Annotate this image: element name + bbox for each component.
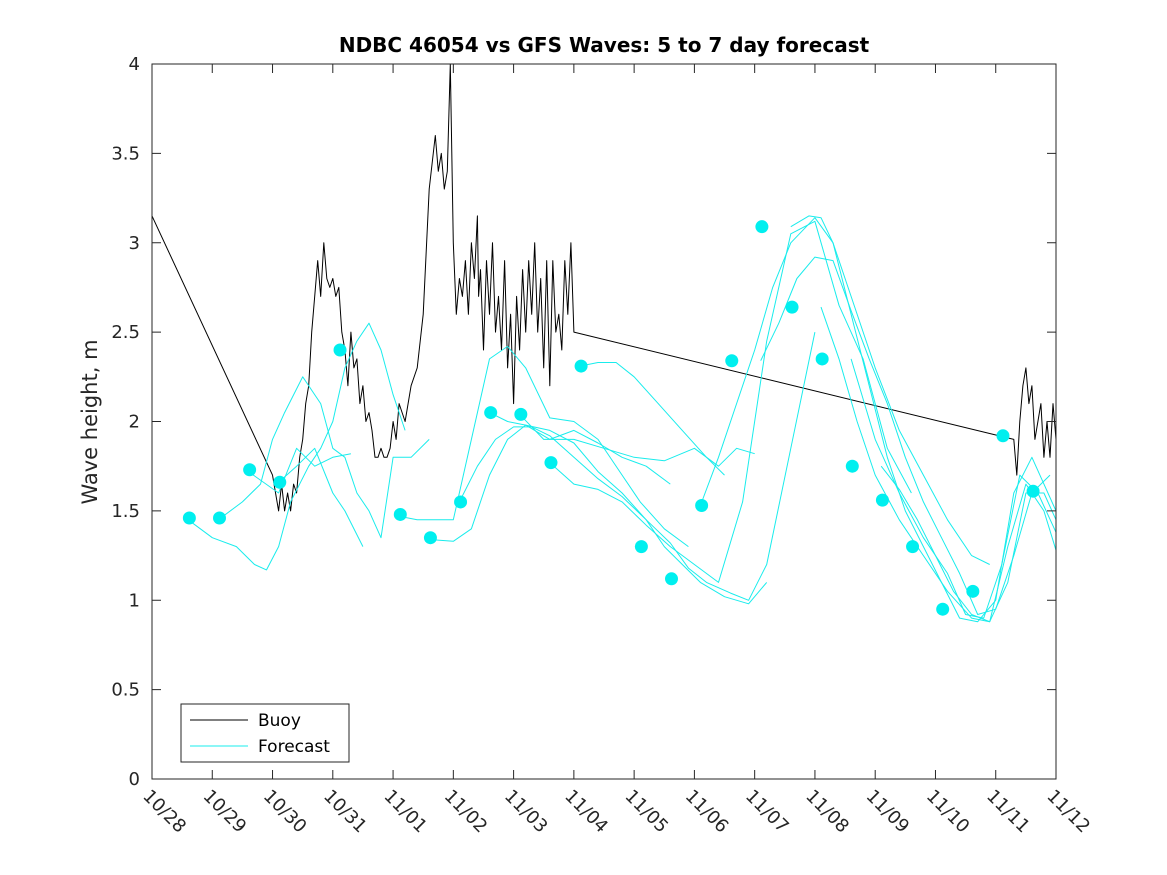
forecast-series-line-11 <box>579 362 725 476</box>
forecast-marker <box>755 220 769 234</box>
plot-area <box>152 64 1056 779</box>
y-tick-label: 4 <box>129 54 140 75</box>
legend-label-forecast: Forecast <box>258 737 330 757</box>
forecast-marker <box>212 511 226 525</box>
y-tick-label: 0.5 <box>111 680 140 701</box>
forecast-marker <box>725 354 739 368</box>
forecast-marker <box>634 540 648 554</box>
forecast-marker <box>785 300 799 314</box>
y-tick-label: 2 <box>129 412 140 433</box>
forecast-marker <box>875 493 889 507</box>
legend: Buoy Forecast <box>180 703 350 763</box>
forecast-marker <box>454 495 468 509</box>
legend-box <box>180 703 350 763</box>
forecast-marker <box>1026 484 1040 498</box>
forecast-series-line-1 <box>187 322 406 571</box>
forecast-marker <box>996 429 1010 443</box>
forecast-series-line-16 <box>850 358 1057 619</box>
forecast-marker <box>936 602 950 616</box>
y-tick-label: 3 <box>129 233 140 254</box>
forecast-marker <box>333 343 347 357</box>
forecast-marker <box>182 511 196 525</box>
forecast-marker <box>966 584 980 598</box>
forecast-series-line-9 <box>519 413 755 467</box>
forecast-marker <box>906 540 920 554</box>
buoy-series-line <box>151 63 1057 512</box>
forecast-series-line-2 <box>218 376 430 539</box>
legend-label-buoy: Buoy <box>258 711 301 731</box>
y-axis-label: Wave height, m <box>78 339 102 504</box>
forecast-series-line-14 <box>790 215 1057 623</box>
forecast-marker <box>664 572 678 586</box>
series-layer <box>151 63 1057 623</box>
forecast-series-line-7 <box>458 331 816 601</box>
y-tick-label: 1 <box>129 590 140 611</box>
forecast-series-line-6 <box>429 424 768 605</box>
forecast-marker <box>514 407 528 421</box>
y-tick-label: 0 <box>129 769 140 790</box>
y-tick-label: 1.5 <box>111 501 140 522</box>
forecast-series-line-5 <box>399 345 689 548</box>
forecast-series-line-8 <box>489 412 671 485</box>
chart-title: NDBC 46054 vs GFS Waves: 5 to 7 day fore… <box>339 33 870 57</box>
forecast-series-line-13 <box>760 256 1051 615</box>
forecast-marker <box>393 507 407 521</box>
forecast-marker <box>544 456 558 470</box>
forecast-marker <box>845 459 859 473</box>
forecast-series-line-4 <box>278 447 364 547</box>
marker-layer <box>182 220 1040 616</box>
forecast-marker <box>484 406 498 420</box>
forecast-series-line-10 <box>549 220 912 583</box>
forecast-marker <box>695 499 709 513</box>
forecast-marker <box>574 359 588 373</box>
forecast-series-line-15 <box>820 306 1057 623</box>
forecast-marker <box>423 531 437 545</box>
forecast-marker <box>815 352 829 366</box>
forecast-marker <box>243 463 257 477</box>
y-tick-label: 3.5 <box>111 143 140 164</box>
y-tick-label: 2.5 <box>111 322 140 343</box>
forecast-marker <box>273 475 287 489</box>
